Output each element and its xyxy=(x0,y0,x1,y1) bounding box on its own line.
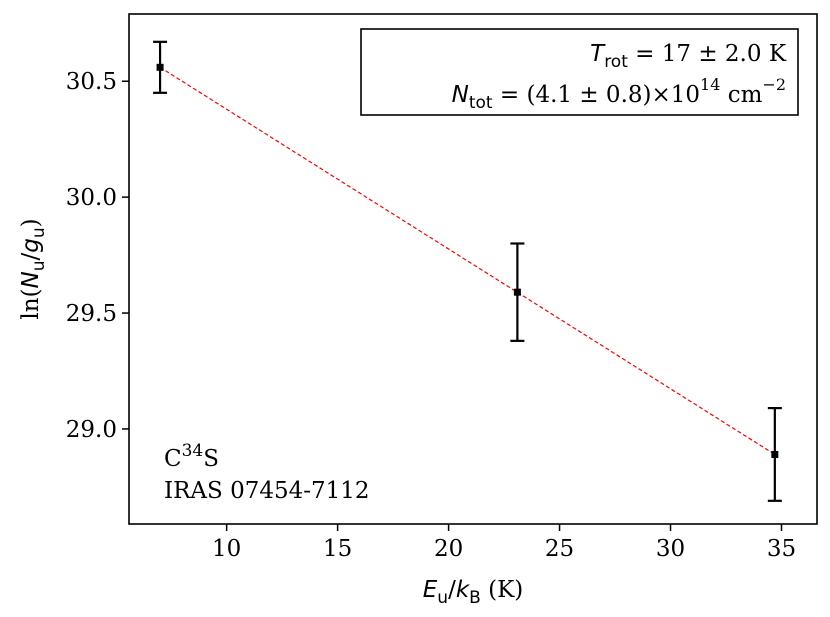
x-axis-label: Eu/kB (K) xyxy=(423,577,524,608)
y-axis-ticks: 29.0 29.5 30.0 30.5 xyxy=(66,69,129,443)
x-tick-label: 20 xyxy=(434,536,463,562)
y-tick-label: 30.0 xyxy=(66,185,117,211)
x-tick-label: 10 xyxy=(212,536,241,562)
fit-result-box xyxy=(360,28,799,116)
data-point xyxy=(513,288,521,296)
data-point xyxy=(156,63,164,71)
trot-annotation: Trot = 17 ± 2.0 K xyxy=(590,41,787,72)
x-tick-label: 25 xyxy=(545,536,574,562)
y-axis-label: ln(Nu/gu) xyxy=(18,218,49,319)
source-label: IRAS 07454-7112 xyxy=(164,478,370,504)
molecule-label: C34S xyxy=(164,441,219,472)
x-axis-ticks: 10 15 20 25 30 35 xyxy=(212,524,796,562)
y-tick-label: 29.5 xyxy=(66,301,117,327)
x-tick-label: 35 xyxy=(767,536,796,562)
data-points xyxy=(153,40,782,502)
plot-frame xyxy=(128,13,818,525)
data-point xyxy=(771,450,779,458)
y-tick-label: 29.0 xyxy=(66,417,117,443)
x-tick-label: 30 xyxy=(656,536,685,562)
ntot-annotation: Ntot = (4.1 ± 0.8)×1014 cm−2 xyxy=(452,75,786,113)
x-tick-label: 15 xyxy=(323,536,352,562)
y-tick-label: 30.5 xyxy=(66,69,117,95)
fit-line xyxy=(159,66,776,455)
